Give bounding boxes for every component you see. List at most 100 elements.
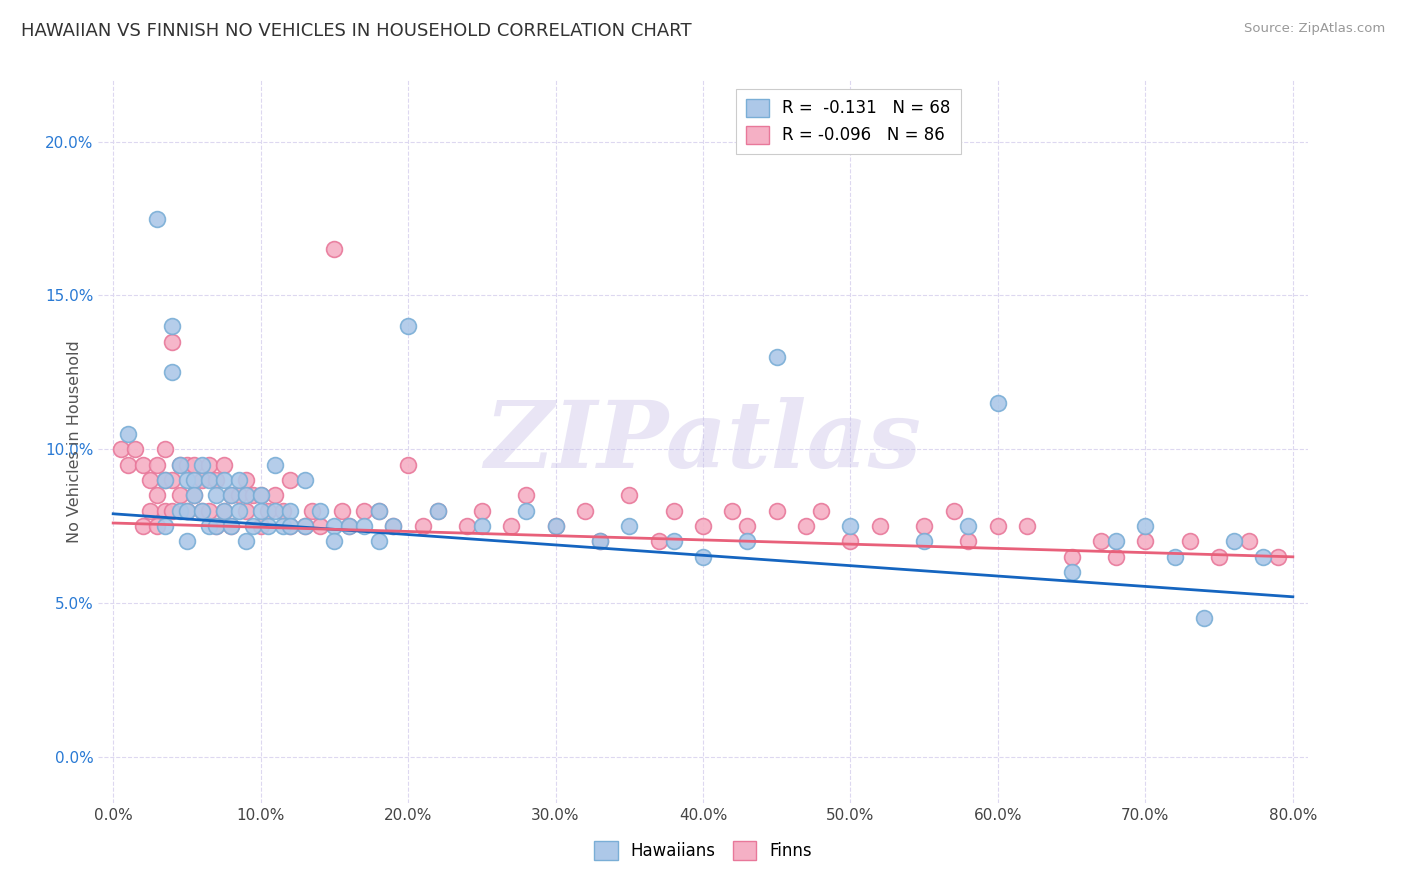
Point [249,504,271,518]
Point [1223,534,1246,549]
Point [219,519,242,533]
Point [139,473,162,487]
Point [382,519,405,533]
Point [323,519,346,533]
Point [169,488,191,502]
Point [271,504,294,518]
Point [242,488,264,502]
Point [190,504,212,518]
Point [912,519,935,533]
Point [721,504,744,518]
Point [589,534,612,549]
Point [957,519,980,533]
Point [235,504,257,518]
Point [382,519,405,533]
Point [146,458,169,472]
Point [619,519,641,533]
Point [794,519,817,533]
Point [124,442,146,457]
Point [301,504,323,518]
Point [183,488,205,502]
Point [308,519,330,533]
Point [205,488,228,502]
Point [228,504,250,518]
Point [912,534,935,549]
Point [278,473,301,487]
Point [662,504,685,518]
Text: Source: ZipAtlas.com: Source: ZipAtlas.com [1244,22,1385,36]
Point [249,519,271,533]
Point [117,426,139,441]
Point [160,319,183,334]
Point [1194,611,1216,625]
Point [367,504,389,518]
Point [1178,534,1201,549]
Point [183,458,205,472]
Point [176,458,198,472]
Point [271,519,294,533]
Point [146,488,169,502]
Text: HAWAIIAN VS FINNISH NO VEHICLES IN HOUSEHOLD CORRELATION CHART: HAWAIIAN VS FINNISH NO VEHICLES IN HOUSE… [21,22,692,40]
Point [810,504,832,518]
Point [1164,549,1187,564]
Point [337,519,360,533]
Point [987,396,1010,410]
Point [735,534,758,549]
Point [131,519,153,533]
Point [160,473,183,487]
Point [765,504,787,518]
Point [110,442,132,457]
Point [228,488,250,502]
Point [205,473,228,487]
Point [456,519,478,533]
Point [169,458,191,472]
Point [219,519,242,533]
Point [190,473,212,487]
Point [330,504,353,518]
Point [426,504,449,518]
Point [160,334,183,349]
Point [249,488,271,502]
Point [160,365,183,379]
Point [278,504,301,518]
Point [692,519,714,533]
Point [264,504,287,518]
Point [1253,549,1275,564]
Point [294,519,316,533]
Legend: Hawaiians, Finns: Hawaiians, Finns [588,835,818,867]
Point [212,473,235,487]
Point [235,473,257,487]
Point [648,534,671,549]
Point [153,519,176,533]
Point [765,350,787,364]
Point [396,458,419,472]
Point [153,473,176,487]
Point [1090,534,1112,549]
Point [839,534,862,549]
Point [589,534,612,549]
Point [219,488,242,502]
Point [278,519,301,533]
Point [692,549,714,564]
Point [1060,549,1083,564]
Point [957,534,980,549]
Point [515,504,537,518]
Point [1017,519,1039,533]
Point [205,519,228,533]
Point [219,488,242,502]
Point [198,504,221,518]
Point [735,519,758,533]
Point [212,458,235,472]
Point [987,519,1010,533]
Point [426,504,449,518]
Point [1105,549,1128,564]
Point [264,488,287,502]
Point [139,504,162,518]
Point [190,504,212,518]
Point [153,504,176,518]
Point [131,458,153,472]
Point [169,458,191,472]
Point [574,504,596,518]
Point [353,519,375,533]
Point [198,519,221,533]
